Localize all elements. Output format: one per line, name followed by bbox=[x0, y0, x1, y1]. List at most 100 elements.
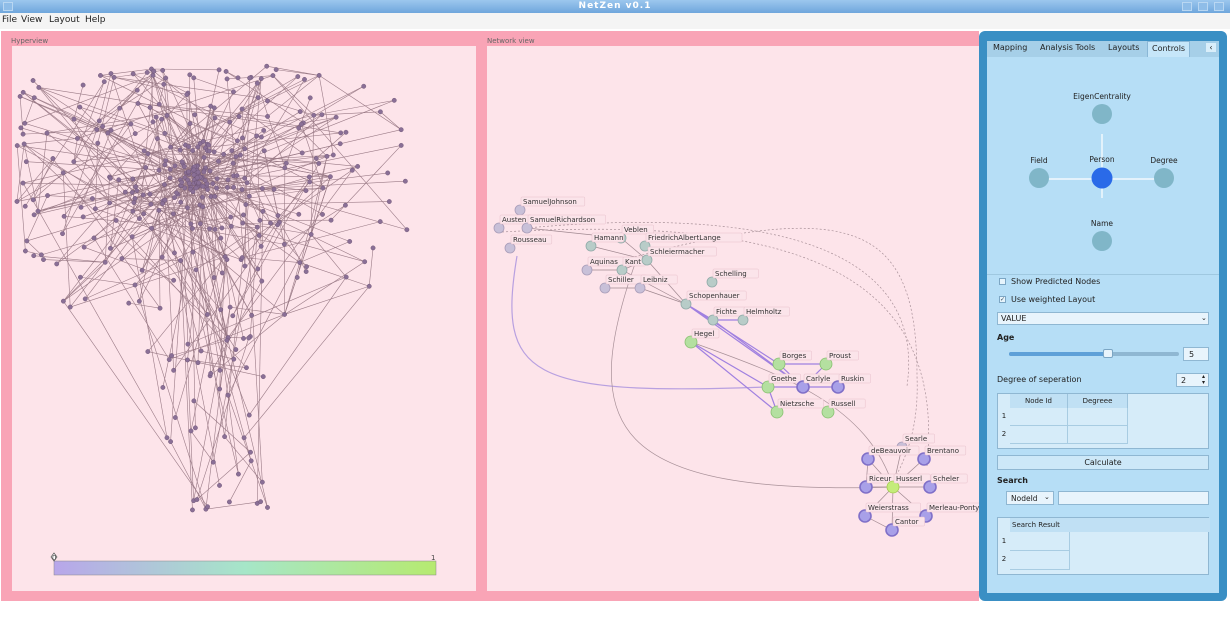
graph-node[interactable] bbox=[366, 283, 372, 289]
graph-node[interactable] bbox=[212, 194, 218, 199]
graph-node[interactable] bbox=[163, 158, 169, 164]
window-menu-icon[interactable] bbox=[3, 2, 13, 11]
maximize-icon[interactable] bbox=[1198, 2, 1208, 11]
degree-sep-spinbox[interactable]: 2 ▴ ▾ bbox=[1176, 373, 1209, 387]
graph-node[interactable] bbox=[22, 203, 28, 209]
graph-node[interactable] bbox=[107, 200, 113, 206]
star-node-right[interactable] bbox=[1154, 168, 1174, 188]
graph-node[interactable] bbox=[205, 312, 210, 317]
spin-up-icon[interactable]: ▴ bbox=[1202, 373, 1206, 380]
graph-node[interactable] bbox=[295, 74, 301, 79]
graph-node[interactable] bbox=[246, 193, 252, 199]
graph-node[interactable] bbox=[303, 269, 309, 274]
graph-node[interactable] bbox=[246, 412, 252, 418]
graph-node[interactable] bbox=[190, 148, 195, 153]
graph-node[interactable] bbox=[24, 238, 30, 244]
graph-node[interactable] bbox=[145, 151, 151, 157]
table-cell[interactable] bbox=[1010, 426, 1068, 444]
graph-node[interactable] bbox=[271, 186, 277, 192]
show-predicted-checkbox[interactable] bbox=[999, 278, 1006, 285]
network-node[interactable] bbox=[680, 298, 692, 310]
network-node[interactable] bbox=[585, 240, 597, 252]
graph-node[interactable] bbox=[239, 106, 245, 112]
graph-node[interactable] bbox=[81, 244, 87, 250]
minimize-icon[interactable] bbox=[1182, 2, 1192, 11]
network-node[interactable] bbox=[821, 405, 835, 419]
graph-node[interactable] bbox=[44, 130, 50, 136]
network-node[interactable] bbox=[706, 276, 718, 288]
search-input[interactable] bbox=[1058, 491, 1209, 505]
tab-scroll-left-icon[interactable]: ‹ bbox=[1206, 43, 1216, 52]
graph-node[interactable] bbox=[170, 211, 176, 217]
graph-node[interactable] bbox=[197, 221, 203, 227]
graph-node[interactable] bbox=[258, 76, 264, 82]
graph-node[interactable] bbox=[162, 182, 167, 187]
graph-node[interactable] bbox=[294, 275, 300, 280]
graph-node[interactable] bbox=[200, 184, 206, 189]
graph-node[interactable] bbox=[147, 191, 153, 197]
graph-node[interactable] bbox=[160, 385, 166, 390]
graph-node[interactable] bbox=[211, 275, 217, 280]
graph-node[interactable] bbox=[259, 186, 265, 191]
graph-node[interactable] bbox=[161, 81, 167, 87]
graph-node[interactable] bbox=[268, 220, 273, 226]
graph-node[interactable] bbox=[141, 148, 147, 154]
network-node[interactable] bbox=[770, 405, 784, 419]
menu-help[interactable]: Help bbox=[85, 15, 106, 25]
star-node-top[interactable] bbox=[1092, 104, 1112, 124]
graph-node[interactable] bbox=[327, 174, 333, 180]
graph-node[interactable] bbox=[297, 109, 303, 114]
graph-node[interactable] bbox=[283, 160, 289, 166]
hyperview-canvas[interactable]: 0 1 bbox=[12, 46, 476, 591]
graph-node[interactable] bbox=[190, 189, 196, 195]
graph-node[interactable] bbox=[210, 459, 216, 465]
tab-layouts[interactable]: Layouts bbox=[1108, 43, 1140, 52]
graph-node[interactable] bbox=[134, 87, 140, 93]
network-node[interactable] bbox=[772, 357, 786, 371]
network-node[interactable] bbox=[707, 314, 719, 326]
graph-node[interactable] bbox=[18, 125, 24, 131]
graph-node[interactable] bbox=[190, 249, 196, 255]
graph-node[interactable] bbox=[303, 188, 309, 194]
graph-node[interactable] bbox=[166, 357, 172, 363]
graph-node[interactable] bbox=[239, 255, 245, 261]
graph-node[interactable] bbox=[191, 398, 197, 404]
graph-node[interactable] bbox=[92, 206, 98, 212]
graph-node[interactable] bbox=[162, 162, 168, 168]
network-node[interactable] bbox=[859, 480, 873, 494]
graph-node[interactable] bbox=[30, 78, 36, 83]
graph-node[interactable] bbox=[378, 109, 383, 115]
graph-node[interactable] bbox=[20, 131, 26, 137]
graph-node[interactable] bbox=[191, 75, 197, 81]
graph-node[interactable] bbox=[307, 95, 313, 101]
graph-node[interactable] bbox=[131, 200, 137, 205]
graph-node[interactable] bbox=[296, 211, 302, 217]
graph-node[interactable] bbox=[157, 305, 163, 311]
graph-node[interactable] bbox=[75, 136, 80, 141]
graph-node[interactable] bbox=[249, 312, 255, 318]
network-canvas[interactable]: SamuelJohnson Austen SamuelRichardson Rouss… bbox=[487, 46, 992, 591]
graph-node[interactable] bbox=[107, 175, 113, 181]
graph-node[interactable] bbox=[221, 151, 227, 157]
graph-node[interactable] bbox=[119, 256, 125, 261]
graph-node[interactable] bbox=[168, 439, 173, 445]
network-node[interactable] bbox=[796, 380, 810, 394]
graph-node[interactable] bbox=[50, 156, 56, 161]
graph-node[interactable] bbox=[185, 357, 190, 363]
graph-node[interactable] bbox=[361, 83, 367, 89]
graph-node[interactable] bbox=[14, 199, 20, 204]
graph-node[interactable] bbox=[135, 101, 141, 106]
graph-node[interactable] bbox=[130, 208, 136, 214]
graph-node[interactable] bbox=[129, 234, 135, 240]
graph-node[interactable] bbox=[255, 95, 261, 101]
graph-node[interactable] bbox=[230, 313, 236, 319]
graph-node[interactable] bbox=[243, 202, 249, 207]
value-select[interactable]: VALUE ⌄ bbox=[997, 312, 1209, 325]
graph-node[interactable] bbox=[168, 144, 173, 150]
graph-node[interactable] bbox=[149, 225, 155, 231]
network-node[interactable] bbox=[761, 380, 775, 394]
table-cell[interactable] bbox=[1068, 426, 1128, 444]
graph-node[interactable] bbox=[171, 277, 177, 283]
table-header-node-id[interactable]: Node Id bbox=[1010, 394, 1068, 408]
graph-node[interactable] bbox=[200, 194, 205, 200]
